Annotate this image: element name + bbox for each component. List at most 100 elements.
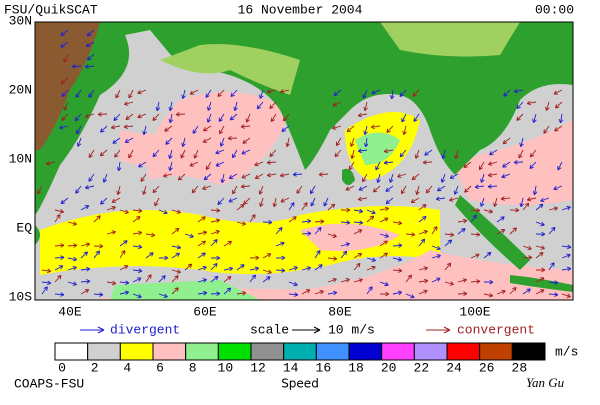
wind-vector — [88, 173, 95, 182]
wind-vector — [502, 161, 511, 168]
wind-vector — [80, 279, 91, 284]
wind-vector — [256, 101, 264, 110]
wind-vector — [203, 173, 212, 181]
wind-vector — [314, 290, 324, 295]
wind-vector — [80, 205, 90, 211]
wind-vector — [301, 202, 308, 211]
wind-vector — [119, 265, 129, 271]
wind-vector — [171, 275, 179, 283]
wind-vector — [236, 290, 247, 296]
wind-vector — [379, 252, 388, 259]
wind-vector — [85, 41, 95, 47]
colorbar-tick-label: 28 — [512, 360, 528, 375]
wind-vector — [54, 209, 65, 214]
wind-vector — [106, 205, 116, 211]
wind-vector — [249, 255, 260, 261]
wind-vector — [350, 149, 355, 160]
wind-vector — [236, 203, 245, 211]
wind-vector — [519, 137, 524, 148]
wind-vector — [124, 137, 134, 143]
colorbar-tick-label: 26 — [479, 360, 495, 375]
wind-vector — [275, 255, 286, 261]
wind-vector — [561, 205, 571, 211]
wind-vector — [71, 64, 82, 69]
wind-vector — [431, 254, 441, 259]
wind-vector — [123, 124, 134, 129]
wind-vector — [197, 290, 208, 296]
wind-vector — [217, 89, 225, 98]
wind-vector — [474, 184, 485, 190]
wind-vector — [275, 241, 285, 247]
wind-vector — [171, 252, 180, 259]
colorbar-swatch — [315, 342, 350, 361]
colorbar-tick-label: 8 — [189, 360, 197, 375]
wind-vector — [332, 101, 342, 107]
wind-vector — [102, 173, 108, 183]
wind-vector — [116, 185, 121, 196]
wind-vector — [249, 266, 260, 272]
colorbar-swatch — [152, 342, 187, 361]
wind-vector — [366, 215, 375, 223]
wind-vector — [232, 185, 238, 195]
wind-vector — [535, 203, 544, 211]
wind-vector — [67, 281, 77, 286]
lon-label: 80E — [328, 304, 352, 319]
wind-vector — [400, 185, 407, 195]
speed-band — [110, 280, 260, 300]
wind-vector — [535, 221, 545, 227]
wind-vector — [516, 113, 524, 121]
wind-vector — [392, 243, 403, 248]
wind-vector — [561, 253, 571, 259]
colorbar-tick-label: 22 — [414, 360, 430, 375]
wind-vector — [413, 113, 420, 122]
wind-vector — [184, 263, 193, 271]
wind-vector — [509, 286, 517, 295]
wind-vector — [202, 137, 212, 143]
wind-vector — [191, 185, 199, 194]
wind-vector — [88, 149, 95, 158]
wind-vector — [223, 275, 232, 283]
wind-vector — [189, 89, 199, 95]
wind-vector — [500, 196, 511, 201]
wind-vector — [80, 289, 90, 295]
wind-vector — [76, 125, 82, 135]
wind-vector — [353, 262, 361, 271]
wind-vector — [288, 216, 297, 223]
wind-vector — [152, 149, 160, 158]
wind-vector — [470, 279, 481, 284]
colorbar-swatch — [87, 342, 121, 361]
wind-vector — [171, 245, 182, 250]
lat-label: 30N — [9, 13, 32, 28]
wind-vector — [349, 137, 355, 147]
wind-vector — [282, 113, 290, 122]
wind-vector — [535, 267, 546, 273]
wind-vector — [223, 266, 234, 272]
wind-vector — [526, 197, 537, 202]
wind-vector — [424, 149, 433, 156]
wind-vector — [501, 173, 511, 179]
wind-vector — [470, 208, 481, 213]
scale-label: scale — [250, 322, 289, 337]
wind-vector — [411, 173, 420, 181]
map — [34, 21, 574, 301]
wind-vector — [106, 280, 117, 286]
wind-vector — [561, 293, 571, 298]
wind-vector — [478, 161, 485, 171]
colorbar-swatch — [250, 342, 285, 361]
wind-vector — [292, 172, 303, 177]
wind-vector — [410, 197, 420, 203]
wind-vector — [210, 275, 219, 283]
speed-band — [40, 206, 440, 275]
wind-vector — [210, 208, 221, 213]
wind-vector — [175, 112, 186, 117]
wind-vector — [431, 226, 438, 235]
wind-vector — [353, 229, 363, 235]
wind-vector — [168, 113, 174, 124]
wind-vector — [522, 202, 530, 211]
wind-vector — [93, 243, 104, 249]
wind-vector — [163, 173, 173, 178]
wind-vector — [63, 53, 69, 63]
wind-vector — [412, 89, 420, 97]
wind-vector — [210, 218, 221, 224]
wind-vector — [116, 161, 122, 172]
